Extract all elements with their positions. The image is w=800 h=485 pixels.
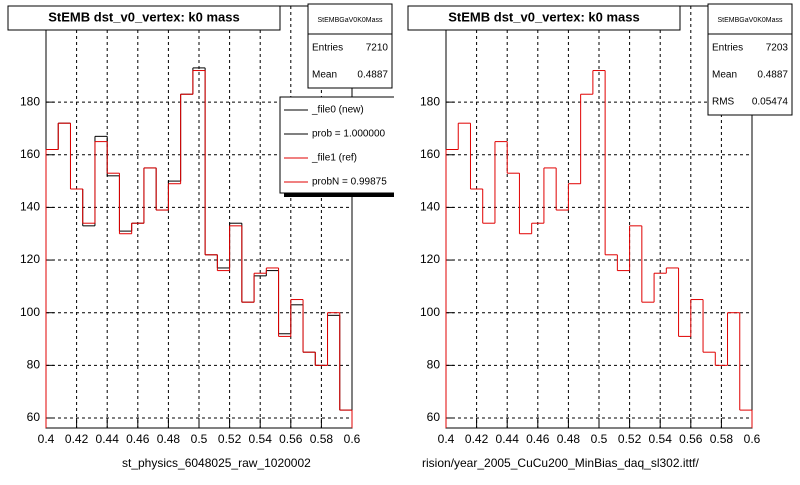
x-tick-label: 0.5 [191,432,208,446]
x-tick-label: 0.52 [218,432,242,446]
y-tick-label: 180 [20,94,40,108]
stats-label: RMS [712,97,735,108]
x-tick-label: 0.56 [279,432,303,446]
x-axis-label: rision/year_2005_CuCu200_MinBias_daq_sl3… [422,456,700,470]
y-tick-label: 140 [20,200,40,214]
y-tick-label: 80 [427,358,441,372]
stats-box [707,3,793,116]
y-tick-label: 160 [20,147,40,161]
y-tick-label: 80 [27,358,41,372]
legend-label: _file1 (ref) [311,153,357,164]
x-tick-label: 0.42 [465,432,489,446]
left-pad: 60 80 100 120 140 160 180 0.4 0.42 0.44 0.46 0.48 0.… [7,3,394,470]
y-tick-label: 160 [420,147,440,161]
chart-title: StEMB dst_v0_vertex: k0 mass [448,9,640,24]
x-axis-label: st_physics_6048025_raw_1020002 [122,456,311,470]
stats-box [307,3,393,89]
y-tick-label: 180 [420,94,440,108]
x-tick-label: 0.54 [649,432,673,446]
right-pad: 60 80 100 120 140 160 180 0.4 0.42 0.44 0.46 0.48 0.… [407,3,793,470]
stats-value: 7210 [366,43,389,54]
legend-note: prob = 1.000000 [312,129,386,140]
y-tick-label: 120 [420,252,440,266]
x-tick-label: 0.58 [710,432,734,446]
x-tick-label: 0.54 [249,432,273,446]
stats-value: 0.4887 [357,70,388,81]
stats-title: StEMBGaV0K0Mass [718,17,783,24]
stats-value: 0.05474 [752,97,789,108]
x-tick-label: 0.46 [526,432,550,446]
y-tick-label: 120 [20,252,40,266]
y-tick-label: 60 [427,410,441,424]
legend-box [279,96,394,194]
stats-title: StEMBGaV0K0Mass [318,17,383,24]
x-tick-label: 0.6 [744,432,761,446]
x-tick-label: 0.46 [126,432,150,446]
y-tick-label: 100 [420,305,440,319]
legend-note: probN = 0.99875 [312,177,387,188]
x-tick-label: 0.58 [310,432,334,446]
x-tick-label: 0.44 [496,432,520,446]
title-box [7,5,281,31]
stats-label: Entries [712,43,743,54]
stats-value: 7203 [766,43,789,54]
y-tick-label: 60 [27,410,41,424]
title-box [407,5,681,31]
x-tick-label: 0.48 [157,432,181,446]
x-tick-label: 0.48 [557,432,581,446]
x-tick-label: 0.42 [65,432,89,446]
x-tick-label: 0.4 [438,432,455,446]
stats-label: Entries [312,43,343,54]
x-tick-label: 0.52 [618,432,642,446]
y-tick-label: 140 [420,200,440,214]
stats-value: 0.4887 [757,70,788,81]
x-tick-label: 0.4 [38,432,55,446]
stats-label: Mean [712,70,737,81]
y-tick-label: 100 [20,305,40,319]
legend-label: _file0 (new) [311,105,364,116]
x-tick-label: 0.5 [591,432,608,446]
x-tick-label: 0.56 [679,432,703,446]
x-tick-label: 0.6 [344,432,361,446]
stats-label: Mean [312,70,337,81]
chart-title: StEMB dst_v0_vertex: k0 mass [48,9,240,24]
x-tick-label: 0.44 [96,432,120,446]
